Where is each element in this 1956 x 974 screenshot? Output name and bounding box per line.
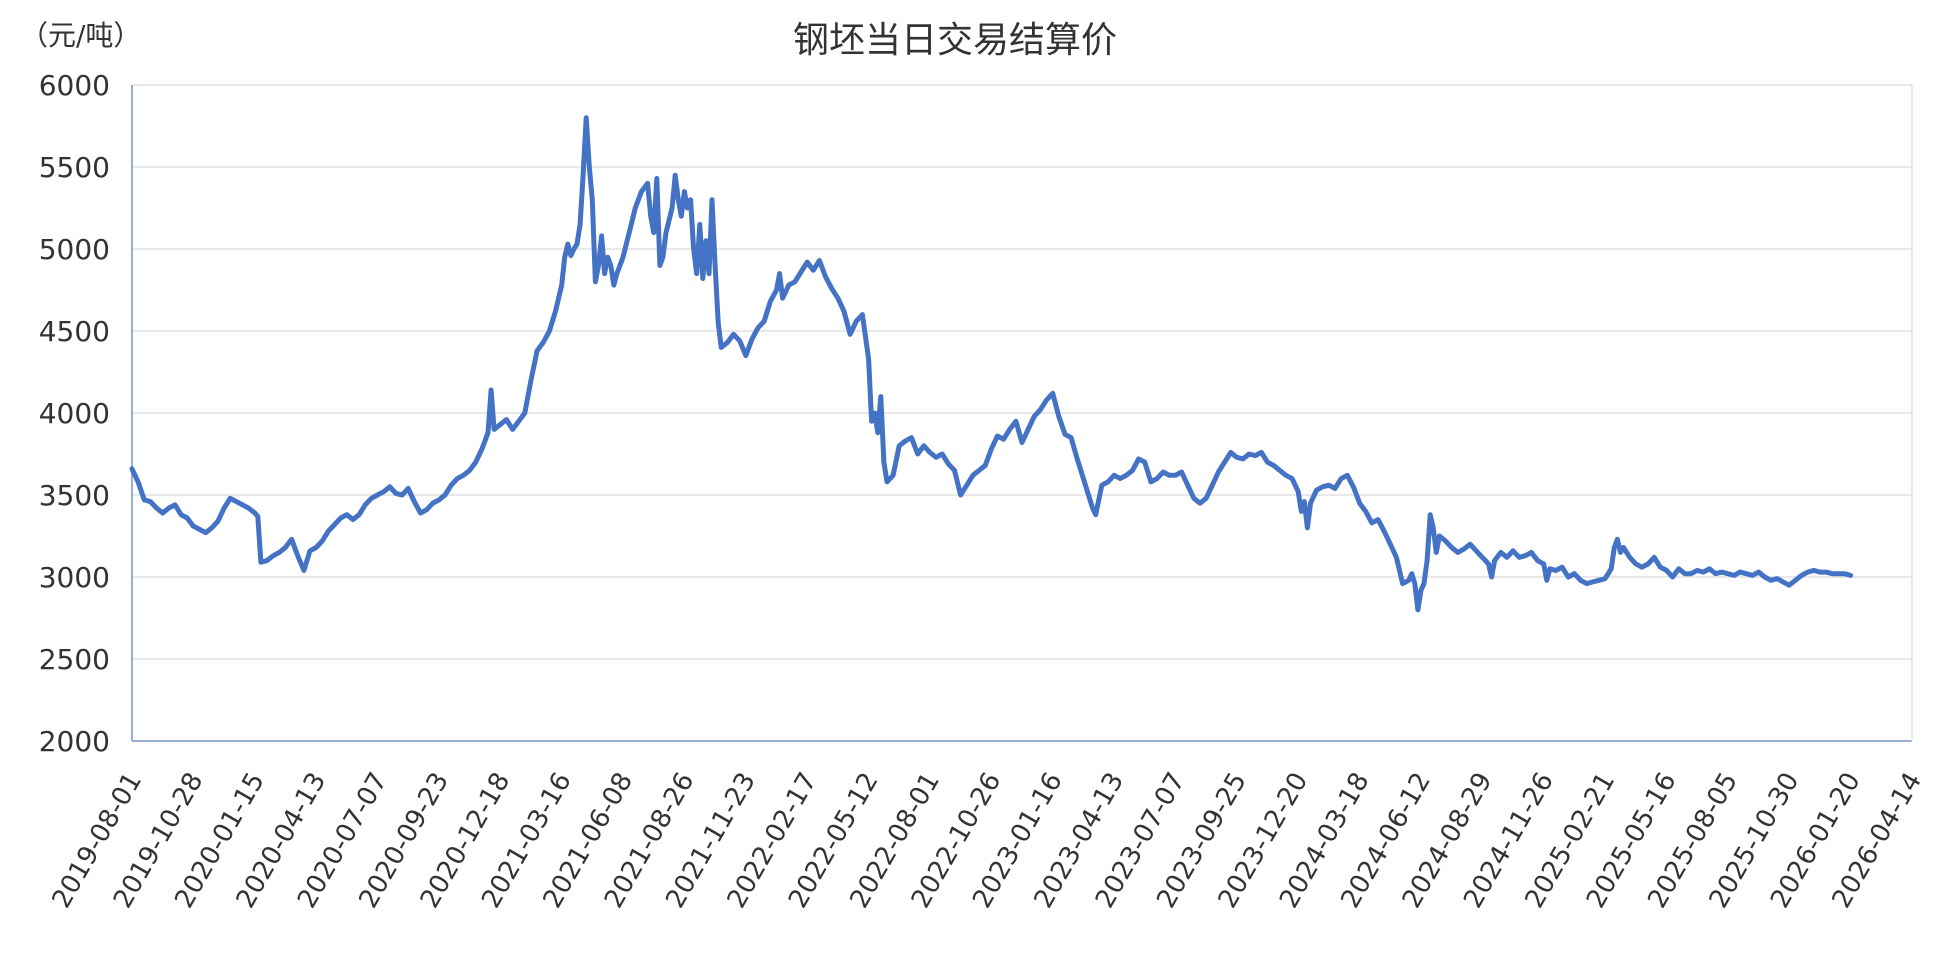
gridlines	[132, 84, 1912, 742]
axes	[131, 85, 1913, 742]
y-tick-label: 5000	[39, 233, 110, 266]
series-layer	[129, 115, 1854, 613]
y-tick-label: 4000	[39, 397, 110, 430]
y-axis-unit-label: （元/吨）	[20, 19, 141, 52]
chart-title: 钢坯当日交易结算价	[793, 20, 1117, 61]
y-tick-label: 6000	[39, 69, 110, 102]
y-tick-label: 3500	[39, 479, 110, 512]
y-tick-label: 5500	[39, 151, 110, 184]
x-axis-ticks: 2019-08-012019-10-282020-01-152020-04-13…	[47, 767, 1929, 913]
y-tick-label: 2000	[39, 725, 110, 758]
y-tick-label: 3000	[39, 561, 110, 594]
y-tick-label: 2500	[39, 643, 110, 676]
series-line-0	[129, 115, 1854, 613]
y-tick-label: 4500	[39, 315, 110, 348]
y-axis-ticks: 2000 2500 3000 3500 4000 4500 5000 5500 6000	[39, 69, 110, 758]
